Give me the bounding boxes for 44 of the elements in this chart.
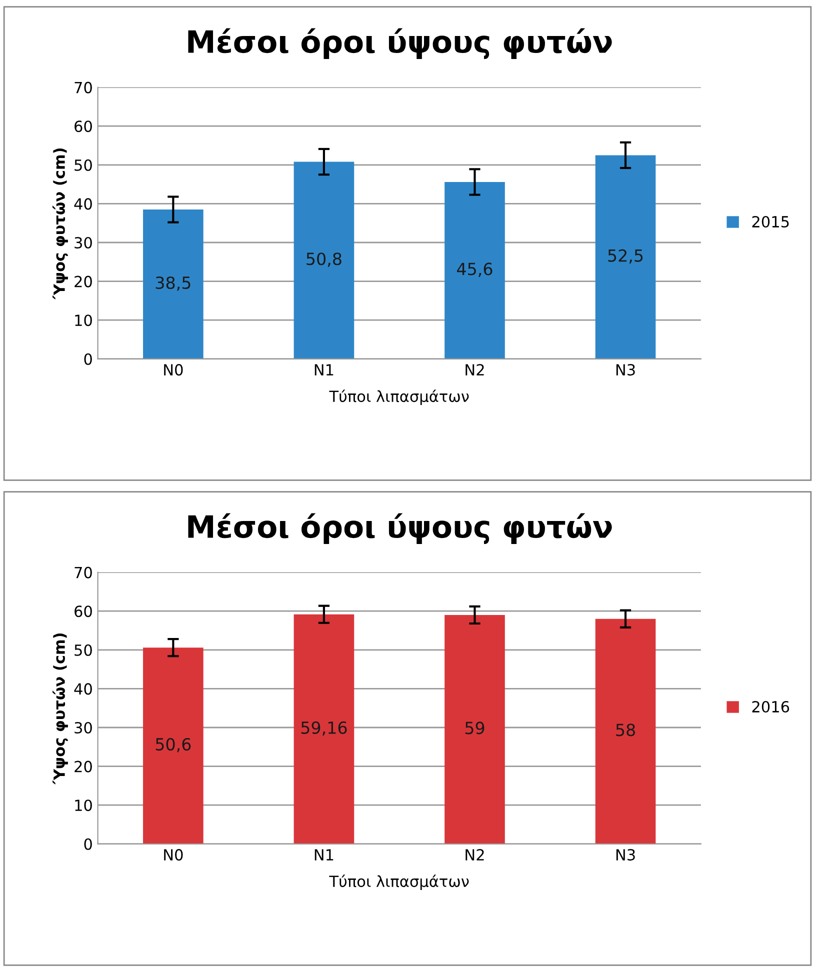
data-label: 38,5 [156,276,190,291]
x-tick-label: N0 [164,364,183,376]
y-tick-label: 70 [74,82,92,94]
bar [595,155,656,359]
y-tick-label: 70 [74,566,92,578]
y-tick-label: 0 [84,353,92,365]
chart-title: Μέσοι όροι ύψους φυτών [188,513,612,544]
data-label: 50,6 [156,738,191,752]
y-tick-label: 40 [74,683,92,695]
x-tick-label: N2 [466,364,484,376]
y-tick-label: 30 [74,236,92,249]
y-axis-title: Ύψος φυτών (cm) [52,148,68,300]
data-label: 52,5 [608,249,643,264]
bar [294,162,354,359]
y-tick-label: 60 [74,606,92,618]
data-label: 59 [465,722,484,734]
chart-title: Μέσοι όροι ύψους φυτών [188,28,612,60]
data-label: 58 [616,724,635,736]
x-tick-label: N3 [616,364,635,376]
x-tick-label: N3 [616,849,635,861]
legend-label: 2015 [752,216,789,228]
data-label: 45,6 [457,262,492,277]
x-axis-title: Τύποι λιπασμάτων [329,390,469,406]
x-tick-label: N1 [314,364,334,376]
data-label: 59,16 [301,721,347,736]
y-tick-label: 10 [75,314,92,326]
y-tick-label: 20 [74,276,92,288]
x-tick-label: N1 [314,849,334,860]
legend-label: 2016 [752,700,790,713]
y-tick-label: 40 [74,198,92,210]
y-tick-label: 20 [74,760,92,772]
y-tick-label: 30 [74,722,92,734]
bar [444,182,505,359]
data-label: 50,8 [306,252,342,267]
y-tick-label: 60 [74,120,92,132]
y-tick-label: 0 [84,838,92,850]
y-tick-label: 50 [74,644,92,656]
x-tick-label: N0 [164,849,183,861]
y-axis-title: Ύψος φυτών (cm) [52,633,68,784]
bar [143,210,204,359]
y-tick-label: 50 [74,159,92,171]
x-axis-title: Τύποι λιπασμάτων [329,874,469,890]
y-tick-label: 10 [75,800,92,812]
x-tick-label: N2 [466,849,484,860]
